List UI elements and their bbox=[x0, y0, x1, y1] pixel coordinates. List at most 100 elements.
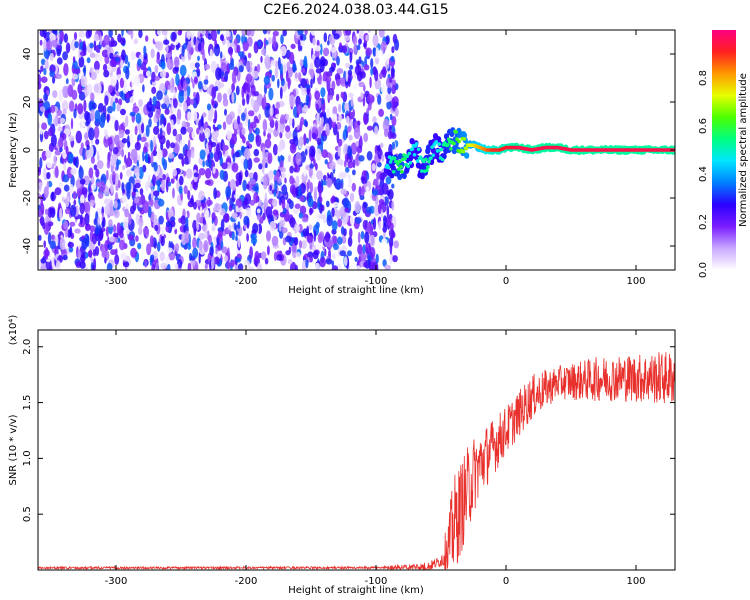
noise-blob bbox=[80, 51, 87, 57]
noise-blob bbox=[89, 52, 96, 58]
noise-blob bbox=[81, 237, 88, 250]
noise-blob bbox=[371, 163, 377, 172]
signal-core bbox=[426, 165, 430, 169]
noise-blob bbox=[47, 207, 53, 218]
noise-blob bbox=[238, 51, 245, 57]
noise-blob bbox=[338, 171, 346, 179]
noise-blob bbox=[175, 73, 180, 86]
noise-blob bbox=[220, 34, 224, 41]
noise-blob bbox=[248, 172, 255, 179]
noise-blob bbox=[315, 162, 318, 171]
noise-blob bbox=[352, 169, 356, 176]
noise-blob bbox=[145, 35, 149, 42]
noise-blob bbox=[58, 137, 64, 149]
noise-blob bbox=[190, 150, 195, 159]
noise-blob bbox=[184, 230, 190, 244]
noise-blob bbox=[317, 233, 323, 244]
noise-blob bbox=[111, 154, 118, 161]
noise-blob bbox=[138, 216, 144, 228]
noise-blob bbox=[77, 250, 82, 259]
noise-blob bbox=[89, 66, 94, 74]
noise-blob bbox=[384, 128, 389, 138]
noise-blob bbox=[303, 55, 308, 68]
noise-blob bbox=[178, 153, 184, 160]
noise-blob bbox=[245, 61, 250, 71]
noise-blob bbox=[386, 100, 392, 110]
noise-blob bbox=[225, 185, 232, 199]
noise-blob bbox=[237, 103, 242, 115]
noise-blob bbox=[54, 187, 62, 196]
signal-halo bbox=[409, 138, 415, 145]
noise-blob bbox=[65, 42, 71, 54]
noise-blob bbox=[145, 151, 149, 164]
noise-blob bbox=[220, 62, 227, 72]
noise-blob bbox=[46, 180, 50, 191]
signal-halo bbox=[397, 173, 403, 181]
signal-core bbox=[425, 168, 429, 173]
noise-blob bbox=[42, 30, 47, 39]
noise-blob bbox=[303, 253, 309, 260]
noise-blob bbox=[377, 94, 382, 105]
noise-blob bbox=[189, 183, 193, 191]
noise-blob bbox=[40, 58, 46, 66]
noise-blob bbox=[391, 231, 396, 239]
noise-blob bbox=[354, 201, 361, 214]
noise-blob bbox=[88, 100, 94, 112]
noise-blob bbox=[348, 47, 354, 56]
noise-blob bbox=[146, 243, 152, 256]
noise-blob bbox=[327, 40, 330, 46]
noise-blob bbox=[384, 264, 391, 270]
noise-blob bbox=[69, 73, 73, 80]
noise-blob bbox=[197, 43, 202, 52]
noise-blob bbox=[261, 48, 267, 56]
spectrogram-y-ticks: -40 -20 0 20 40 bbox=[22, 48, 675, 254]
signal-core bbox=[454, 130, 458, 134]
noise-blob bbox=[301, 172, 308, 183]
noise-blob bbox=[309, 207, 313, 216]
noise-blob bbox=[267, 30, 271, 35]
noise-blob bbox=[60, 117, 66, 124]
noise-blob bbox=[285, 70, 289, 82]
noise-blob bbox=[93, 126, 100, 139]
noise-blob bbox=[153, 162, 158, 172]
snr-x-axis-label: Height of straight line (km) bbox=[288, 585, 424, 596]
noise-blob bbox=[121, 49, 126, 61]
noise-blob bbox=[145, 181, 149, 192]
noise-blob bbox=[125, 182, 132, 192]
noise-blob bbox=[269, 220, 277, 232]
noise-blob bbox=[121, 194, 128, 204]
noise-blob bbox=[90, 92, 95, 102]
noise-blob bbox=[342, 129, 348, 141]
noise-blob bbox=[78, 56, 85, 68]
noise-blob bbox=[348, 134, 353, 141]
noise-blob bbox=[78, 166, 84, 180]
noise-blob bbox=[227, 46, 233, 55]
noise-blob bbox=[330, 197, 335, 204]
noise-blob bbox=[277, 57, 281, 70]
noise-blob bbox=[181, 45, 185, 58]
noise-blob bbox=[234, 121, 238, 130]
snr-frame bbox=[37, 329, 676, 571]
noise-blob bbox=[85, 112, 92, 125]
noise-blob bbox=[320, 122, 324, 132]
noise-blob bbox=[59, 207, 63, 221]
noise-blob bbox=[303, 133, 307, 146]
noise-blob bbox=[228, 224, 232, 231]
signal-core bbox=[431, 153, 436, 157]
noise-blob bbox=[125, 168, 133, 177]
noise-blob bbox=[345, 115, 350, 125]
noise-blob bbox=[314, 45, 321, 52]
noise-blob bbox=[177, 30, 182, 36]
noise-blob bbox=[320, 116, 324, 125]
noise-blob bbox=[296, 124, 300, 131]
noise-blob bbox=[135, 182, 141, 189]
noise-blob bbox=[260, 55, 263, 63]
noise-blob bbox=[67, 241, 75, 248]
noise-blob bbox=[156, 90, 163, 101]
noise-blob bbox=[319, 59, 325, 73]
noise-blob bbox=[331, 265, 338, 270]
noise-blob bbox=[279, 167, 286, 173]
noise-blob bbox=[198, 232, 205, 240]
noise-blob bbox=[362, 219, 368, 230]
